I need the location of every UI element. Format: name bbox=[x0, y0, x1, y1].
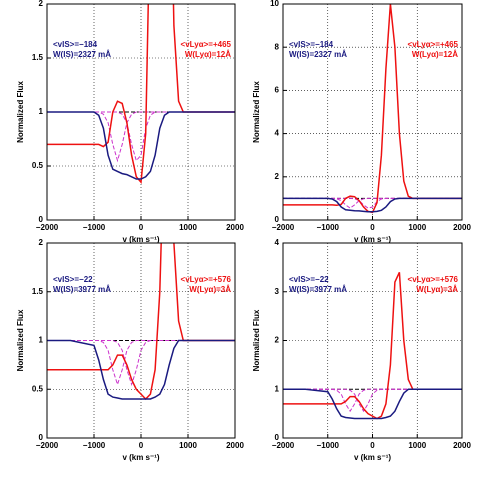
x-tick-label: 0 bbox=[139, 223, 144, 232]
x-axis-label: v (km s⁻¹) bbox=[122, 235, 159, 244]
annotation: W(IS)=3977 mÅ bbox=[289, 285, 347, 294]
series-line bbox=[283, 197, 462, 209]
series-line bbox=[47, 4, 235, 185]
series-line bbox=[283, 271, 462, 420]
annotation: W(Lyα)=3Å bbox=[189, 285, 231, 294]
x-axis-label: v (km s⁻¹) bbox=[354, 453, 391, 462]
x-tick-label: −1000 bbox=[317, 441, 340, 450]
series-line bbox=[47, 340, 235, 387]
y-axis-label: Normalized Flux bbox=[16, 81, 25, 143]
annotation: W(Lyα)=12Å bbox=[412, 50, 458, 59]
y-tick-label: 10 bbox=[270, 0, 279, 8]
y-tick-label: 8 bbox=[275, 42, 280, 51]
annotation: <vLyα>=+576 bbox=[408, 275, 459, 284]
x-tick-label: 0 bbox=[370, 441, 375, 450]
panel: −2000 −1000 0 1000 2000 0 0.5 1 1.5 2 v (km s⁻¹) No… bbox=[16, 238, 244, 462]
panel: −2000 −1000 0 1000 2000 0 0.5 1 1.5 2 v (km s⁻¹) No… bbox=[16, 0, 244, 244]
series-line bbox=[283, 197, 462, 213]
y-tick-label: 1 bbox=[39, 336, 44, 345]
x-tick-label: 1000 bbox=[408, 223, 426, 232]
y-tick-label: 0.5 bbox=[32, 161, 44, 170]
annotation: W(Lyα)=3Å bbox=[416, 285, 458, 294]
panel: −2000 −1000 0 1000 2000 0 2 4 6 8 10 v (km s⁻¹) Norm… bbox=[252, 0, 471, 244]
series-line bbox=[47, 111, 235, 180]
x-tick-label: −2000 bbox=[272, 441, 295, 450]
x-tick-label: 1000 bbox=[179, 223, 197, 232]
y-tick-label: 1 bbox=[275, 384, 280, 393]
x-tick-label: 0 bbox=[139, 441, 144, 450]
annotation: <vIS>=−22 bbox=[289, 275, 329, 284]
y-tick-label: 0 bbox=[39, 215, 44, 224]
y-tick-label: 0 bbox=[39, 433, 44, 442]
y-tick-label: 0.5 bbox=[32, 384, 44, 393]
x-tick-label: 0 bbox=[370, 223, 375, 232]
panel: −2000 −1000 0 1000 2000 0 1 2 3 4 v (km s⁻¹) Normal… bbox=[252, 238, 471, 462]
y-tick-label: 4 bbox=[275, 129, 280, 138]
annotation: <vIS>=−184 bbox=[289, 40, 334, 49]
y-tick-label: 2 bbox=[275, 172, 280, 181]
annotation: W(IS)=2327 mÅ bbox=[53, 50, 111, 59]
x-tick-label: 2000 bbox=[453, 223, 471, 232]
x-tick-label: 2000 bbox=[453, 441, 471, 450]
y-axis-label: Normalized Flux bbox=[16, 309, 25, 371]
y-tick-label: 2 bbox=[275, 336, 280, 345]
plot-frame bbox=[282, 3, 463, 221]
x-tick-label: −2000 bbox=[36, 223, 59, 232]
series-line bbox=[283, 388, 462, 413]
annotation: <vLyα>=+465 bbox=[408, 40, 459, 49]
x-tick-label: −1000 bbox=[83, 223, 106, 232]
x-tick-label: 1000 bbox=[179, 441, 197, 450]
annotation: W(Lyα)=12Å bbox=[185, 50, 231, 59]
y-axis-label: Normalized Flux bbox=[252, 309, 261, 371]
y-tick-label: 3 bbox=[275, 287, 280, 296]
y-tick-label: 1.5 bbox=[32, 287, 44, 296]
annotation: <vIS>=−184 bbox=[53, 40, 98, 49]
x-tick-label: −2000 bbox=[36, 441, 59, 450]
series-line bbox=[47, 243, 235, 401]
x-tick-label: −1000 bbox=[83, 441, 106, 450]
series-line bbox=[47, 111, 235, 162]
x-axis-label: v (km s⁻¹) bbox=[354, 235, 391, 244]
annotation: <vIS>=−22 bbox=[53, 275, 93, 284]
plot-frame bbox=[282, 242, 463, 439]
y-tick-label: 0 bbox=[275, 215, 280, 224]
y-tick-label: 2 bbox=[39, 238, 44, 247]
series-line bbox=[283, 388, 462, 420]
y-tick-label: 1 bbox=[39, 107, 44, 116]
series-line bbox=[47, 339, 235, 400]
x-tick-label: −2000 bbox=[272, 223, 295, 232]
y-axis-label: Normalized Flux bbox=[252, 81, 261, 143]
annotation: <vLyα>=+465 bbox=[181, 40, 232, 49]
plot-frame bbox=[46, 3, 236, 221]
annotation: W(IS)=2327 mÅ bbox=[289, 50, 347, 59]
series-line bbox=[283, 388, 462, 413]
x-tick-label: −1000 bbox=[317, 223, 340, 232]
y-tick-label: 6 bbox=[275, 86, 280, 95]
y-tick-label: 2 bbox=[39, 0, 44, 8]
y-tick-label: 4 bbox=[275, 238, 280, 247]
x-axis-label: v (km s⁻¹) bbox=[122, 453, 159, 462]
y-tick-label: 0 bbox=[275, 433, 280, 442]
plot-frame bbox=[46, 242, 236, 439]
y-tick-label: 1.5 bbox=[32, 53, 44, 62]
annotation: <vLyα>=+576 bbox=[181, 275, 232, 284]
x-tick-label: 1000 bbox=[408, 441, 426, 450]
x-tick-label: 2000 bbox=[226, 441, 244, 450]
x-tick-label: 2000 bbox=[226, 223, 244, 232]
annotation: W(IS)=3977 mÅ bbox=[53, 285, 111, 294]
series-line bbox=[47, 340, 235, 387]
